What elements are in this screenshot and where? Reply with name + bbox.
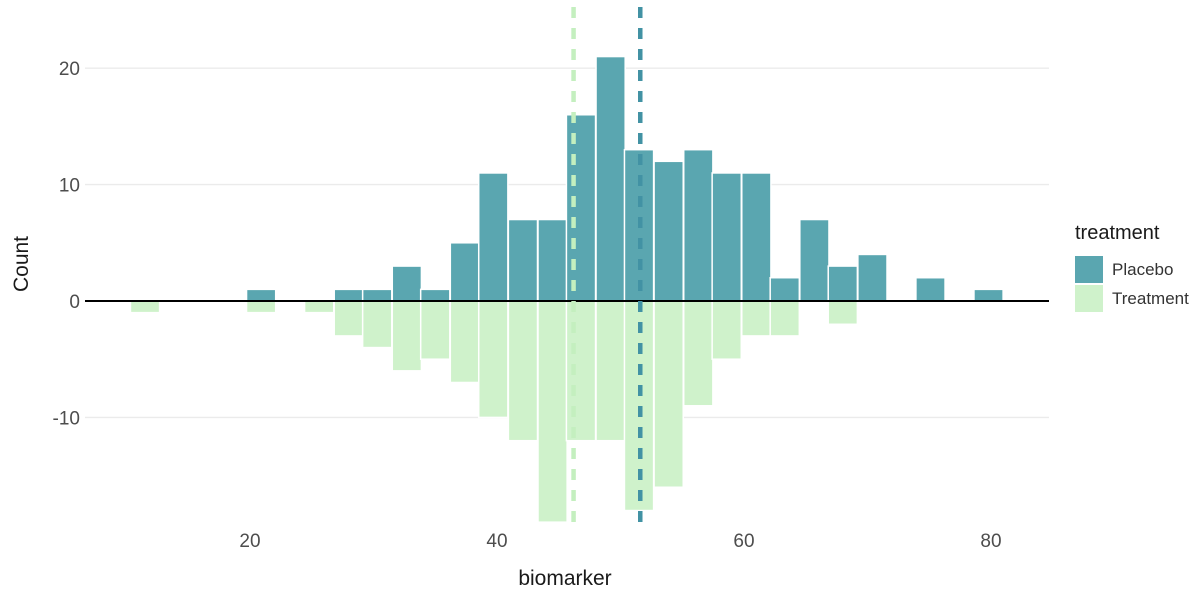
histogram-bar-treatment: [419, 300, 451, 360]
histogram-bar-treatment: [682, 300, 714, 407]
legend-swatch-treatment: [1075, 285, 1103, 312]
histogram-bar-placebo: [391, 265, 423, 302]
histogram-bar-placebo: [537, 218, 568, 302]
histogram-bar-treatment: [245, 300, 277, 314]
histogram-bar-placebo: [507, 218, 539, 302]
x-tick-label-20: 20: [239, 531, 260, 552]
histogram-bar-treatment: [565, 300, 597, 442]
legend-item-placebo: Placebo: [1075, 255, 1189, 284]
y-axis-title: Count: [10, 235, 33, 293]
histogram-bar-treatment: [827, 300, 859, 326]
histogram-bar-placebo: [245, 288, 277, 302]
histogram-bar-placebo: [449, 242, 481, 302]
y-tick-label-0: 0: [69, 292, 80, 313]
y-tick-label-20: 20: [59, 59, 80, 80]
histogram-bar-treatment: [653, 300, 684, 488]
histogram-bar-treatment: [449, 300, 481, 384]
histogram-bar-treatment: [741, 300, 772, 337]
histogram-bar-placebo: [827, 265, 859, 302]
x-axis-title: biomarker: [518, 567, 612, 590]
histogram-bar-placebo: [565, 114, 597, 302]
histogram-bar-treatment: [361, 300, 393, 349]
histogram-bar-treatment: [711, 300, 743, 360]
histogram-bar-placebo: [419, 288, 451, 302]
histogram-bar-placebo: [799, 218, 830, 302]
x-tick-label-40: 40: [486, 531, 507, 552]
legend-label-treatment: Treatment: [1112, 288, 1189, 308]
histogram-bar-placebo: [477, 172, 509, 302]
histogram-bar-treatment: [537, 300, 568, 523]
histogram-bar-placebo: [595, 55, 626, 302]
legend-label-placebo: Placebo: [1112, 259, 1174, 279]
histogram-bar-placebo: [361, 288, 393, 302]
histogram-bar-placebo: [741, 172, 772, 302]
histogram-bar-placebo: [769, 276, 801, 302]
histogram-bar-placebo: [857, 253, 888, 302]
histogram-bar-placebo: [915, 276, 946, 302]
legend-title: treatment: [1075, 222, 1160, 244]
histogram-bar-placebo: [711, 172, 743, 302]
histogram-bar-placebo: [682, 148, 714, 302]
y-tick-label--10: -10: [53, 408, 80, 429]
histogram-bar-placebo: [653, 160, 684, 302]
histogram-bar-treatment: [507, 300, 539, 442]
histogram-bar-treatment: [595, 300, 626, 442]
legend: treatment Placebo Treatment: [1075, 222, 1189, 313]
y-tick-label-10: 10: [59, 176, 80, 197]
histogram-bar-treatment: [333, 300, 365, 337]
histogram-bar-treatment: [303, 300, 335, 314]
histogram-bar-treatment: [769, 300, 801, 337]
legend-item-treatment: Treatment: [1075, 284, 1189, 313]
histogram-bar-treatment: [477, 300, 509, 419]
histogram-bar-placebo: [333, 288, 365, 302]
x-tick-label-60: 60: [733, 531, 754, 552]
histogram-bar-treatment: [129, 300, 161, 314]
histogram-bar-placebo: [973, 288, 1004, 302]
x-tick-label-80: 80: [980, 531, 1001, 552]
legend-swatch-placebo: [1075, 256, 1103, 283]
histogram-bar-treatment: [391, 300, 423, 372]
